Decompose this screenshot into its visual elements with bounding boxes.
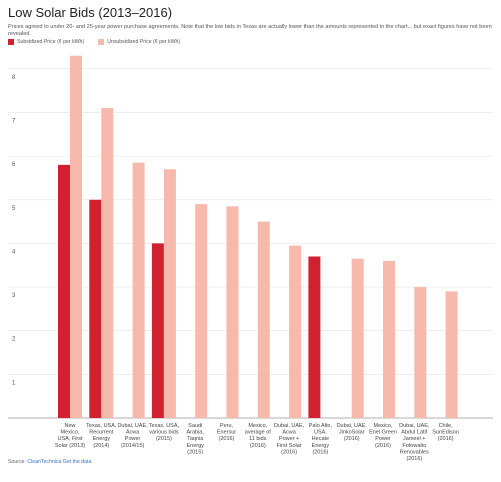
bar-unsubsidized (414, 287, 427, 418)
get-data-link[interactable]: Get the data (62, 459, 92, 465)
y-tick-label: 8 (12, 75, 16, 81)
bar-unsubsidized (289, 245, 302, 418)
y-tick-label: 4 (12, 249, 16, 255)
bar-subsidized (308, 256, 321, 418)
source-link[interactable]: CleanTechnica (27, 459, 62, 465)
x-tick-label: Texas, USA, various bids (2015) (149, 423, 180, 442)
x-tick-label: New Mexico, USA, First Solar (2013) (55, 423, 85, 449)
y-tick-label: 5 (12, 206, 16, 212)
bar-unsubsidized (226, 206, 239, 418)
legend-item-subsidized: Subsidized Price (¢ per kWh) (8, 39, 84, 45)
bar-unsubsidized (132, 162, 145, 418)
y-tick-label: 7 (12, 118, 16, 124)
y-tick-label: 3 (12, 293, 16, 299)
bar-unsubsidized (70, 55, 82, 419)
bar-unsubsidized (195, 204, 208, 418)
x-tick-label: Peru, Enersur (2016) (217, 423, 236, 442)
bar-subsidized (151, 243, 164, 418)
x-tick-label: Mexico, average of 11 bids (2016) (245, 423, 271, 449)
x-tick-label: Dubai, UAE, JinkoSolar (2016) (337, 423, 368, 442)
bar-unsubsidized (163, 169, 176, 418)
bar-unsubsidized (257, 221, 270, 418)
x-tick-label: Texas, USA, Recurrent Energy (2014) (86, 423, 117, 449)
bar-unsubsidized (445, 291, 458, 418)
legend-label-unsubsidized: Unsubsidized Price (¢ per kWh) (107, 39, 181, 45)
bar-subsidized (89, 199, 102, 418)
y-tick-label: 2 (12, 337, 16, 343)
x-tick-label: Palo Alto, USA, Hecate Energy (2016) (309, 423, 333, 455)
chart-title: Low Solar Bids (2013–2016) (8, 5, 173, 20)
legend-swatch-subsidized (8, 39, 14, 45)
legend-item-unsubsidized: Unsubsidized Price (¢ per kWh) (98, 39, 180, 45)
bar-subsidized (58, 164, 70, 418)
y-tick-label: 1 (12, 380, 16, 386)
chart-subtitle: Prices agreed to under 20- and 25-year p… (8, 24, 492, 37)
x-tick-label: Dubai, UAE, Abdul Latif Jameel + Fotowatio R… (399, 423, 430, 462)
x-tick-label: Mexico, Enel Green Power (2016) (369, 423, 397, 449)
bar-unsubsidized (351, 258, 364, 418)
x-tick-label: Dubai, UAE, Acwa Power (2014/15) (117, 423, 148, 449)
source-label: Source: (8, 459, 26, 465)
legend: Subsidized Price (¢ per kWh) Unsubsidize… (8, 39, 180, 45)
x-tick-label: Chile, SunEdison (2016) (432, 423, 459, 442)
x-tick-label: Dubai, UAE, Acwa Power + First Solar (2016) (274, 423, 305, 455)
y-tick-label: 6 (12, 162, 16, 168)
bar-unsubsidized (383, 260, 395, 418)
legend-swatch-unsubsidized (98, 39, 105, 45)
source-line: Source: CleanTechnica Get the data (8, 459, 91, 465)
bar-unsubsidized (101, 108, 114, 418)
x-tick-label: Saudi Arabia, Taqnia Energy (2015) (186, 423, 204, 455)
legend-label-subsidized: Subsidized Price (¢ per kWh) (17, 39, 85, 45)
